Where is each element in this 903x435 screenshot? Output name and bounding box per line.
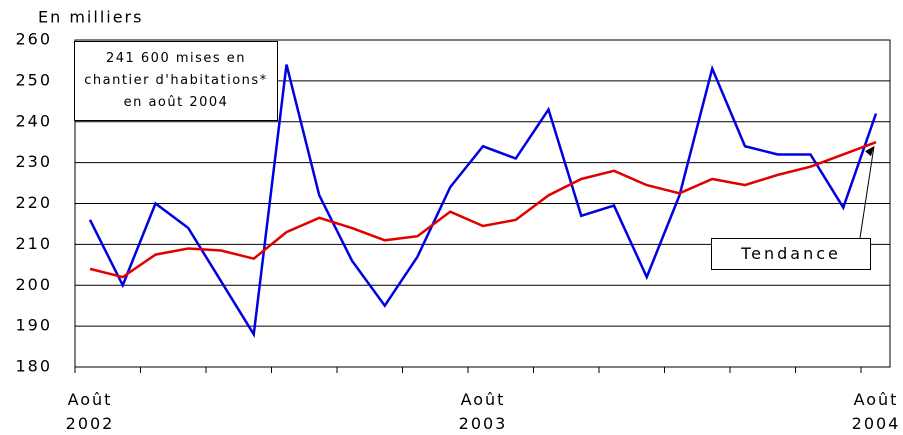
- x-tick-label: Août 2002: [65, 390, 115, 433]
- y-tick-label: 250: [15, 70, 52, 89]
- x-tick-label: Août 2003: [458, 390, 508, 433]
- y-tick-label: 240: [15, 111, 52, 130]
- x-tick-label: Août 2004: [851, 390, 901, 433]
- annotation-box: 241 600 mises en chantier d'habitations*…: [74, 41, 278, 121]
- y-tick-label: 180: [15, 357, 52, 376]
- y-tick-label: 210: [15, 234, 52, 253]
- trend-label: Tendance: [711, 238, 871, 270]
- y-axis-label: En milliers: [38, 8, 143, 27]
- plot-frame: [74, 39, 891, 368]
- series-line: [88, 64, 878, 338]
- y-tick-label: 230: [15, 152, 52, 171]
- y-tick-label: 190: [15, 316, 52, 335]
- arrow-head: [865, 146, 874, 157]
- y-tick-label: 220: [15, 193, 52, 212]
- series-line: [89, 141, 877, 279]
- y-tick-label: 260: [15, 30, 52, 49]
- y-tick-label: 200: [15, 275, 52, 294]
- arrow-line: [859, 146, 875, 239]
